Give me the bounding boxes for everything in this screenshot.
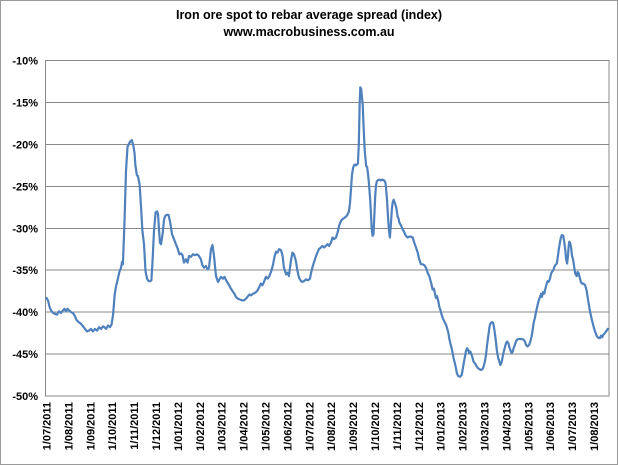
y-tick-label: -40% xyxy=(12,307,38,319)
x-tick-label: 1/10/2012 xyxy=(370,402,382,451)
x-tick-label: 1/09/2011 xyxy=(85,402,97,450)
y-tick-label: -50% xyxy=(12,391,38,403)
x-tick-label: 1/12/2012 xyxy=(414,402,426,451)
plot-area-border xyxy=(45,60,610,397)
x-tick-label: 1/06/2012 xyxy=(282,402,294,451)
x-tick-label: 1/05/2013 xyxy=(523,402,535,451)
y-tick-label: -35% xyxy=(12,265,38,277)
x-tick-label: 1/02/2013 xyxy=(458,402,470,451)
y-tick-label: -15% xyxy=(12,97,38,109)
y-tick-label: -30% xyxy=(12,223,38,235)
x-tick-label: 1/07/2011 xyxy=(42,402,54,450)
y-tick-label: -25% xyxy=(12,181,38,193)
chart-header: Iron ore spot to rebar average spread (i… xyxy=(1,7,617,41)
x-tick-label: 1/01/2012 xyxy=(173,402,185,451)
x-tick-label: 1/09/2012 xyxy=(348,402,360,451)
x-tick-label: 1/08/2012 xyxy=(326,402,338,451)
x-tick-label: 1/10/2011 xyxy=(107,402,119,450)
x-tick-label: 1/05/2012 xyxy=(261,402,273,451)
y-tick-label: -10% xyxy=(12,56,38,68)
x-tick-label: 1/07/2012 xyxy=(304,402,316,451)
x-tick-label: 1/07/2013 xyxy=(567,402,579,451)
x-tick-label: 1/03/2013 xyxy=(480,402,492,451)
x-tick-label: 1/04/2012 xyxy=(239,402,251,451)
x-tick-label: 1/02/2012 xyxy=(195,402,207,451)
y-tick-label: -45% xyxy=(12,349,38,361)
series-line xyxy=(45,86,609,378)
x-tick-label: 1/06/2013 xyxy=(545,402,557,451)
x-tick-label: 1/01/2013 xyxy=(436,402,448,451)
y-tick-label: -20% xyxy=(12,139,38,151)
x-tick-label: 1/11/2012 xyxy=(392,402,404,450)
chart-subtitle: www.macrobusiness.com.au xyxy=(223,25,395,39)
x-tick-label: 1/11/2011 xyxy=(129,402,141,450)
x-tick-label: 1/04/2013 xyxy=(501,402,513,451)
x-tick-label: 1/08/2013 xyxy=(589,402,601,451)
x-tick-label: 1/12/2011 xyxy=(151,402,163,450)
x-tick-label: 1/08/2011 xyxy=(63,402,75,450)
chart-title: Iron ore spot to rebar average spread (i… xyxy=(175,8,443,22)
x-tick-label: 1/03/2012 xyxy=(217,402,229,451)
